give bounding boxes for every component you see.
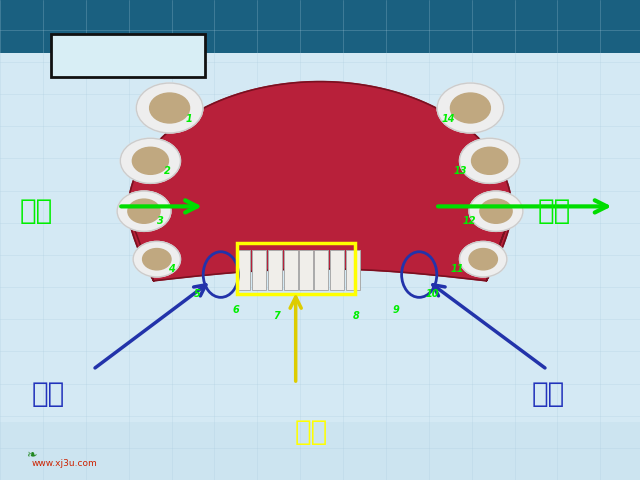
Text: 臼牙: 臼牙 — [19, 197, 52, 225]
Circle shape — [460, 241, 507, 277]
Circle shape — [117, 191, 171, 231]
Text: 11: 11 — [450, 264, 464, 274]
Text: 7: 7 — [273, 311, 280, 321]
Circle shape — [480, 199, 512, 223]
Circle shape — [132, 147, 168, 174]
Circle shape — [133, 241, 180, 277]
Text: 12: 12 — [462, 216, 476, 226]
Text: 臼牙: 臼牙 — [538, 197, 571, 225]
Text: 13: 13 — [454, 166, 468, 176]
Circle shape — [460, 138, 520, 183]
Bar — [0, 0, 640, 53]
Bar — [51, 34, 205, 77]
Circle shape — [437, 83, 504, 133]
Text: 门牙: 门牙 — [294, 418, 328, 446]
Text: 8: 8 — [353, 311, 359, 321]
Text: 犬牙: 犬牙 — [32, 380, 65, 408]
Circle shape — [136, 83, 203, 133]
Bar — [314, 250, 328, 290]
Bar — [330, 250, 344, 290]
Text: 14: 14 — [441, 114, 455, 124]
Polygon shape — [128, 82, 512, 281]
Text: ❧: ❧ — [26, 448, 36, 461]
Circle shape — [472, 147, 508, 174]
Bar — [268, 250, 282, 290]
Circle shape — [128, 199, 160, 223]
Bar — [299, 250, 313, 290]
Text: 2: 2 — [164, 166, 171, 176]
Circle shape — [469, 191, 523, 231]
Text: 9: 9 — [392, 305, 399, 315]
Circle shape — [120, 138, 180, 183]
Text: 4: 4 — [168, 264, 175, 274]
Bar — [0, 53, 640, 422]
Circle shape — [451, 93, 490, 123]
Bar — [252, 250, 266, 290]
Text: 5: 5 — [194, 289, 200, 299]
Text: www.xj3u.com: www.xj3u.com — [31, 459, 97, 468]
Bar — [284, 250, 298, 290]
Bar — [346, 250, 360, 290]
Text: 1: 1 — [186, 114, 192, 124]
Bar — [237, 243, 355, 294]
Circle shape — [469, 249, 497, 270]
Circle shape — [143, 249, 171, 270]
Bar — [236, 250, 250, 290]
Text: 犬牙: 犬牙 — [531, 380, 564, 408]
Bar — [0, 53, 640, 480]
Circle shape — [150, 93, 189, 123]
Text: 6: 6 — [232, 305, 239, 315]
Text: 10: 10 — [426, 289, 440, 299]
Text: 3: 3 — [157, 216, 163, 226]
